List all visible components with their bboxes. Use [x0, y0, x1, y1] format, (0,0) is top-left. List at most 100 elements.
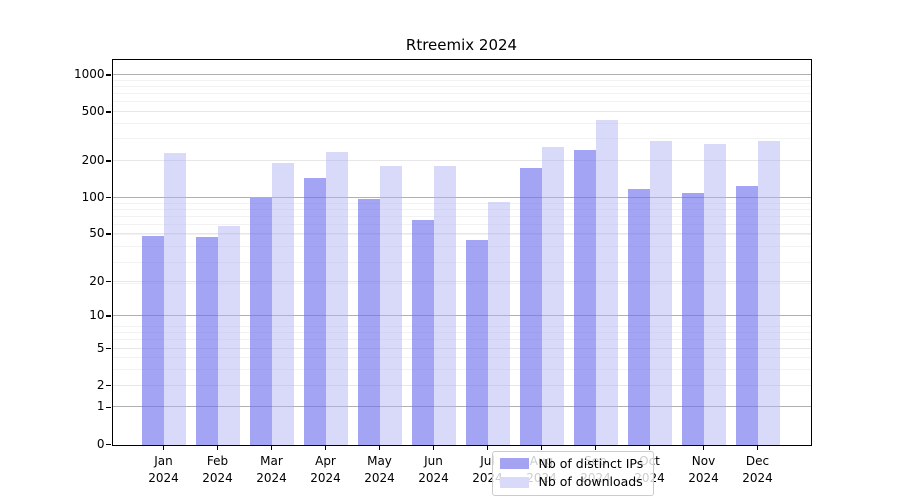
bar-downloads-apr — [325, 151, 348, 445]
x-tick-month: Jul — [480, 453, 495, 468]
x-tick-label: Dec 2024 — [728, 453, 788, 487]
gridline-major — [112, 196, 811, 198]
x-tick-mark — [702, 446, 705, 450]
bar-distinct-ips-sep — [573, 149, 596, 445]
gridline-major — [112, 233, 811, 235]
y-tick-label: 0 — [96, 436, 105, 451]
x-tick-month: Feb — [206, 453, 229, 468]
x-tick-mark — [216, 446, 219, 450]
x-tick-month: Nov — [691, 453, 716, 468]
bar-distinct-ips-dec — [735, 185, 758, 445]
y-tick-mark — [106, 74, 111, 76]
y-tick-mark — [106, 406, 111, 409]
gridline-minor — [112, 261, 811, 263]
x-tick-mark — [540, 446, 543, 450]
legend-label-distinct-ips: Nb of distinct IPs — [538, 455, 644, 471]
gridline-minor — [112, 101, 811, 103]
bar-downloads-oct — [649, 140, 672, 445]
y-tick-label: 200 — [81, 152, 105, 167]
bar-distinct-ips-jan — [141, 236, 164, 445]
gridline-minor — [112, 283, 811, 285]
gridline-minor — [112, 216, 811, 218]
gridline-minor — [112, 202, 811, 204]
bar-distinct-ips-aug — [519, 168, 542, 445]
x-tick-label: May 2024 — [350, 453, 410, 487]
y-tick-mark — [106, 347, 111, 350]
bar-downloads-mar — [271, 162, 294, 445]
x-tick-mark — [756, 446, 759, 450]
x-tick-label: Jan 2024 — [134, 453, 194, 487]
x-tick-month: Jan — [154, 453, 173, 468]
gridline-minor — [112, 246, 811, 248]
y-tick-label: 50 — [89, 226, 105, 241]
x-tick-year: 2024 — [202, 470, 233, 485]
y-tick-mark — [106, 160, 111, 162]
x-tick-year: 2024 — [418, 470, 449, 485]
x-tick-mark — [324, 446, 327, 450]
x-tick-month: Mar — [260, 453, 283, 468]
bar-distinct-ips-oct — [627, 189, 650, 445]
gridline-major — [112, 73, 811, 75]
x-tick-label: Nov 2024 — [674, 453, 734, 487]
x-tick-mark — [378, 446, 381, 450]
legend-swatch-downloads — [499, 476, 529, 488]
gridline-major — [112, 110, 811, 112]
chart-title: Rtreemix 2024 — [405, 36, 518, 54]
gridline-minor — [112, 209, 811, 211]
x-tick-mark — [648, 446, 651, 450]
legend-item-downloads: Nb of downloads — [499, 474, 644, 489]
gridline-minor — [112, 224, 811, 226]
y-tick-mark — [106, 443, 111, 446]
gridline-major — [112, 159, 811, 161]
gridline-major — [112, 406, 811, 408]
x-tick-month: Apr — [315, 453, 336, 468]
y-tick-mark — [106, 196, 111, 199]
bar-downloads-jul — [487, 202, 510, 445]
gridline-minor — [112, 138, 811, 140]
bar-downloads-nov — [703, 143, 726, 445]
x-tick-month: Jun — [424, 453, 443, 468]
x-tick-mark — [162, 446, 165, 450]
y-tick-label: 20 — [89, 273, 105, 288]
bar-distinct-ips-nov — [681, 192, 704, 445]
gridline-minor — [112, 122, 811, 124]
y-tick-mark — [106, 111, 111, 113]
y-tick-label: 2 — [96, 377, 105, 392]
legend-label-downloads: Nb of downloads — [538, 474, 643, 489]
x-tick-year: 2024 — [310, 470, 341, 485]
y-tick-mark — [106, 384, 111, 387]
x-tick-year: 2024 — [256, 470, 287, 485]
legend-item-distinct-ips: Nb of distinct IPs — [499, 455, 644, 471]
x-tick-year: 2024 — [688, 470, 719, 485]
x-tick-year: 2024 — [148, 470, 179, 485]
gridline-minor — [112, 79, 811, 81]
x-tick-year: 2024 — [742, 470, 773, 485]
gridline-major — [112, 315, 811, 317]
gridline-minor — [112, 325, 811, 327]
x-tick-label: Apr 2024 — [296, 453, 356, 487]
bar-downloads-jan — [163, 152, 186, 445]
bar-distinct-ips-apr — [303, 177, 326, 445]
y-tick-mark — [106, 233, 111, 235]
gridline-major — [112, 347, 811, 349]
x-tick-mark — [486, 446, 489, 450]
y-tick-label: 500 — [81, 103, 105, 118]
gridline-minor — [112, 234, 811, 236]
y-tick-label: 1000 — [73, 66, 105, 81]
y-tick-label: 5 — [96, 340, 105, 355]
gridline-minor — [112, 85, 811, 87]
gridline-major — [112, 280, 811, 282]
x-tick-mark — [594, 446, 597, 450]
x-tick-label: Mar 2024 — [242, 453, 302, 487]
bar-downloads-feb — [217, 226, 240, 445]
legend-swatch-distinct-ips — [499, 458, 529, 470]
bar-distinct-ips-may — [357, 198, 380, 445]
gridline-major — [112, 384, 811, 386]
x-tick-label: Feb 2024 — [188, 453, 248, 487]
bar-distinct-ips-jul — [465, 239, 488, 445]
gridline-minor — [112, 332, 811, 334]
x-tick-label: Jun 2024 — [404, 453, 464, 487]
bar-downloads-sep — [595, 119, 618, 445]
bar-downloads-aug — [541, 146, 564, 445]
